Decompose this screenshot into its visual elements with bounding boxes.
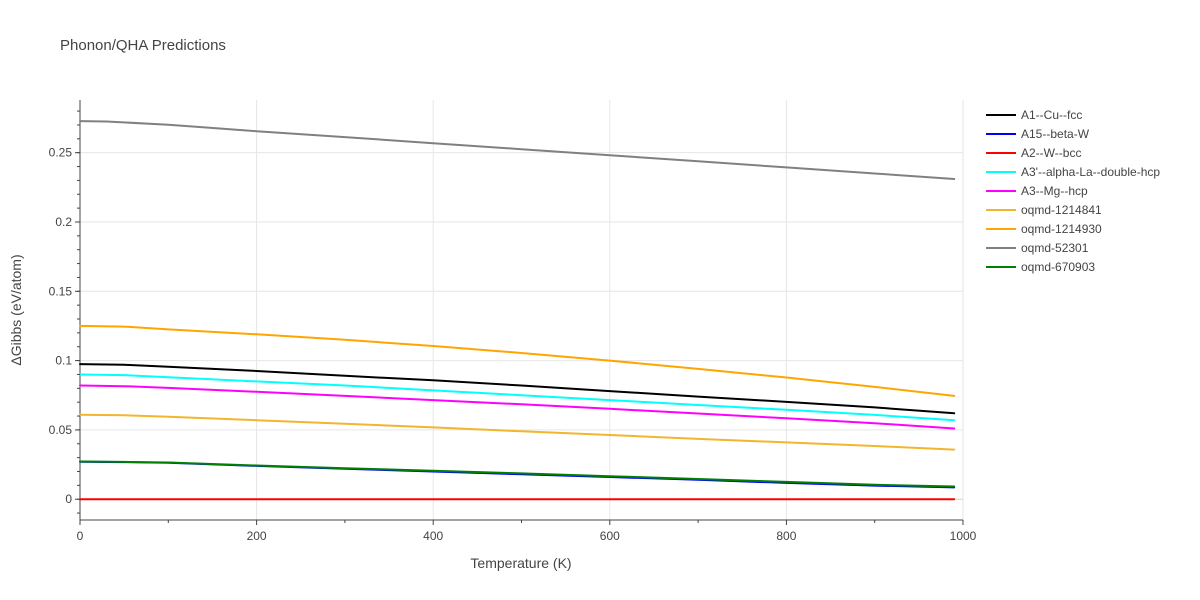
axes xyxy=(79,100,963,521)
y-tick-label: 0.2 xyxy=(55,215,72,229)
x-tick-label: 200 xyxy=(247,529,267,543)
x-tick-label: 1000 xyxy=(950,529,977,543)
x-tick-label: 0 xyxy=(77,529,84,543)
x-tick-label: 800 xyxy=(776,529,796,543)
legend-label: A2--W--bcc xyxy=(1021,146,1081,160)
y-tick-label: 0.05 xyxy=(49,423,73,437)
y-tick-label: 0 xyxy=(65,492,72,506)
series-line-a3-mg-hcp xyxy=(79,384,956,430)
series-line-oqmd-1214841 xyxy=(79,413,956,451)
series-line-a3-alpha-la-double-hcp xyxy=(79,373,956,422)
chart-title: Phonon/QHA Predictions xyxy=(60,37,226,54)
series-line-oqmd-670903 xyxy=(79,460,956,488)
legend-label: A1--Cu--fcc xyxy=(1021,108,1082,122)
legend-label: oqmd-670903 xyxy=(1021,260,1095,274)
legend-label: A3--Mg--hcp xyxy=(1021,184,1088,198)
y-tick-label: 0.15 xyxy=(49,284,73,298)
grid-lines xyxy=(80,100,964,520)
x-axis-ticks: 0 200 400 600 800 1000 xyxy=(77,520,977,543)
y-axis-ticks: 0 0.05 0.1 0.15 0.2 0.25 xyxy=(49,110,80,514)
legend: A1--Cu--fcc A15--beta-W A2--W--bcc A3'--alp… xyxy=(986,108,1160,274)
legend-label: oqmd-1214930 xyxy=(1021,222,1102,236)
y-axis-title: ΔGibbs (eV/atom) xyxy=(8,254,24,365)
y-tick-label: 0.1 xyxy=(55,354,72,368)
legend-label: A3'--alpha-La--double-hcp xyxy=(1021,165,1160,179)
series-line-a1-cu-fcc xyxy=(79,363,956,415)
x-tick-label: 400 xyxy=(423,529,443,543)
series-line-oqmd-1214930 xyxy=(79,324,956,397)
legend-label: oqmd-1214841 xyxy=(1021,203,1102,217)
legend-label: A15--beta-W xyxy=(1021,127,1090,141)
series-lines xyxy=(79,120,956,501)
x-tick-label: 600 xyxy=(600,529,620,543)
legend-label: oqmd-52301 xyxy=(1021,241,1089,255)
series-line-oqmd-52301 xyxy=(79,120,956,180)
x-axis-title: Temperature (K) xyxy=(470,555,571,571)
y-tick-label: 0.25 xyxy=(49,146,73,160)
